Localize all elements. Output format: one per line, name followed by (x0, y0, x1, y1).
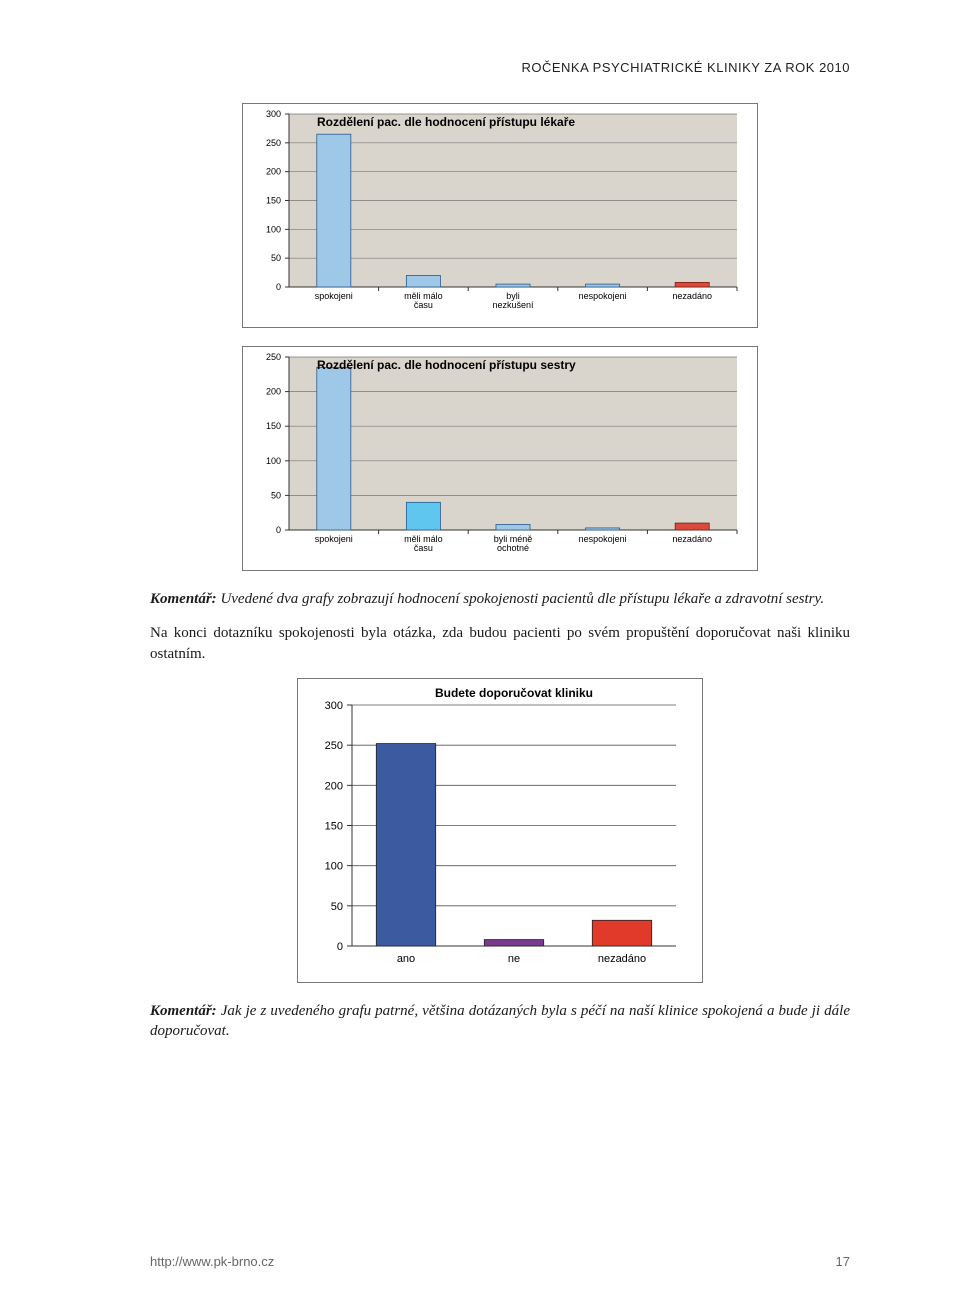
svg-text:Rozdělení pac. dle hodnocení p: Rozdělení pac. dle hodnocení přístupu lé… (317, 115, 575, 129)
svg-text:50: 50 (331, 901, 343, 913)
svg-text:Budete doporučovat kliniku: Budete doporučovat kliniku (435, 686, 593, 700)
svg-text:100: 100 (266, 456, 281, 466)
commentary-2-label: Komentář: (150, 1003, 217, 1019)
svg-text:250: 250 (325, 740, 343, 752)
svg-text:nespokojeni: nespokojeni (579, 291, 627, 301)
commentary-1: Komentář: Uvedené dva grafy zobrazují ho… (150, 589, 850, 609)
svg-text:250: 250 (266, 352, 281, 362)
page-footer: http://www.pk-brno.cz 17 (150, 1254, 850, 1269)
svg-text:nezadáno: nezadáno (672, 534, 712, 544)
svg-text:nezadáno: nezadáno (672, 291, 712, 301)
chart-doctor-approach: 050100150200250300spokojeniměli máločasu… (242, 103, 758, 328)
svg-text:spokojeni: spokojeni (315, 291, 353, 301)
svg-text:ne: ne (508, 953, 520, 965)
svg-text:nezadáno: nezadáno (598, 953, 646, 965)
commentary-1-text: Uvedené dva grafy zobrazují hodnocení sp… (217, 591, 824, 607)
intro-paragraph: Na konci dotazníku spokojenosti byla otá… (150, 623, 850, 664)
svg-text:nezkušení: nezkušení (492, 300, 534, 310)
svg-text:250: 250 (266, 138, 281, 148)
svg-text:času: času (414, 543, 433, 553)
page: ROČENKA PSYCHIATRICKÉ KLINIKY ZA ROK 201… (0, 0, 960, 1309)
svg-text:nespokojeni: nespokojeni (579, 534, 627, 544)
svg-text:300: 300 (325, 700, 343, 712)
svg-text:Rozdělení pac. dle hodnocení p: Rozdělení pac. dle hodnocení přístupu se… (317, 358, 576, 372)
svg-text:0: 0 (276, 525, 281, 535)
page-header: ROČENKA PSYCHIATRICKÉ KLINIKY ZA ROK 201… (150, 60, 850, 75)
svg-text:50: 50 (271, 490, 281, 500)
svg-text:ano: ano (397, 953, 415, 965)
commentary-1-label: Komentář: (150, 591, 217, 607)
commentary-2-text: Jak je z uvedeného grafu patrné, většina… (150, 1003, 850, 1039)
svg-text:150: 150 (325, 820, 343, 832)
chart-recommend-clinic: Budete doporučovat kliniku 0 50 100 150 200 25… (297, 678, 703, 983)
svg-text:spokojeni: spokojeni (315, 534, 353, 544)
svg-text:150: 150 (266, 421, 281, 431)
commentary-2: Komentář: Jak je z uvedeného grafu patrn… (150, 1001, 850, 1042)
svg-text:času: času (414, 300, 433, 310)
chart-nurse-approach: 050100150200250spokojeniměli máločasubyl… (242, 346, 758, 571)
svg-text:50: 50 (271, 253, 281, 263)
svg-text:0: 0 (337, 941, 343, 953)
svg-text:200: 200 (325, 780, 343, 792)
svg-text:ochotné: ochotné (497, 543, 529, 553)
svg-text:0: 0 (276, 282, 281, 292)
svg-text:100: 100 (325, 860, 343, 872)
footer-page-number: 17 (836, 1254, 850, 1269)
svg-text:200: 200 (266, 167, 281, 177)
svg-text:100: 100 (266, 224, 281, 234)
svg-text:150: 150 (266, 196, 281, 206)
svg-text:300: 300 (266, 109, 281, 119)
svg-text:200: 200 (266, 387, 281, 397)
footer-url: http://www.pk-brno.cz (150, 1254, 274, 1269)
